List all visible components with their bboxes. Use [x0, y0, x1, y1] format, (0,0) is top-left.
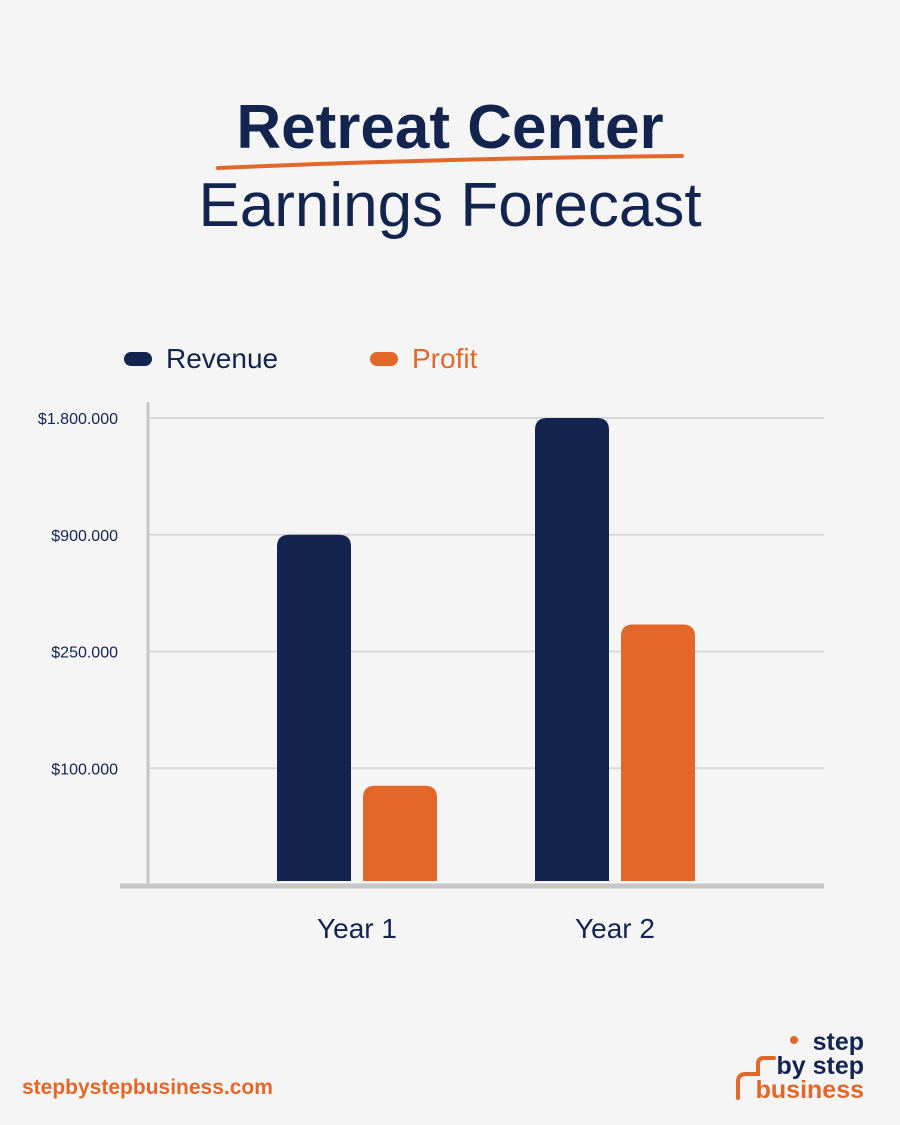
brand-logo: step by step business [734, 1028, 870, 1104]
footer-url: stepbystepbusiness.com [22, 1076, 273, 1099]
bar-chart: $100.000 $250.000 $900.000 $1.800.000 Year 1… [38, 402, 824, 944]
legend-label-profit: Profit [412, 343, 478, 374]
logo-text-step: step [812, 1028, 864, 1056]
logo-steps-icon [736, 1036, 798, 1100]
y-tick-label: $1.800.000 [38, 411, 118, 428]
bar-profit [621, 624, 695, 881]
logo-text-business: business [755, 1076, 864, 1104]
legend-item-revenue: Revenue [124, 343, 278, 375]
bar-revenue [277, 534, 351, 881]
bar-profit [363, 785, 437, 881]
title-underline [216, 154, 684, 170]
legend-swatch-profit [370, 352, 398, 366]
y-tick-label: $900.000 [51, 528, 118, 545]
legend-label-revenue: Revenue [166, 343, 279, 374]
legend-swatch-revenue [124, 352, 152, 366]
legend-item-profit: Profit [370, 343, 477, 375]
logo-text-by-step: by step [776, 1052, 864, 1080]
x-tick-label: Year 2 [575, 913, 655, 944]
bar-revenue [535, 418, 609, 881]
chart-title-line-1: Retreat Center [236, 93, 664, 162]
y-tick-label: $250.000 [51, 645, 118, 662]
x-tick-label: Year 1 [317, 913, 397, 944]
y-tick-label: $100.000 [51, 761, 118, 778]
chart-title-line-2: Earnings Forecast [198, 171, 702, 240]
